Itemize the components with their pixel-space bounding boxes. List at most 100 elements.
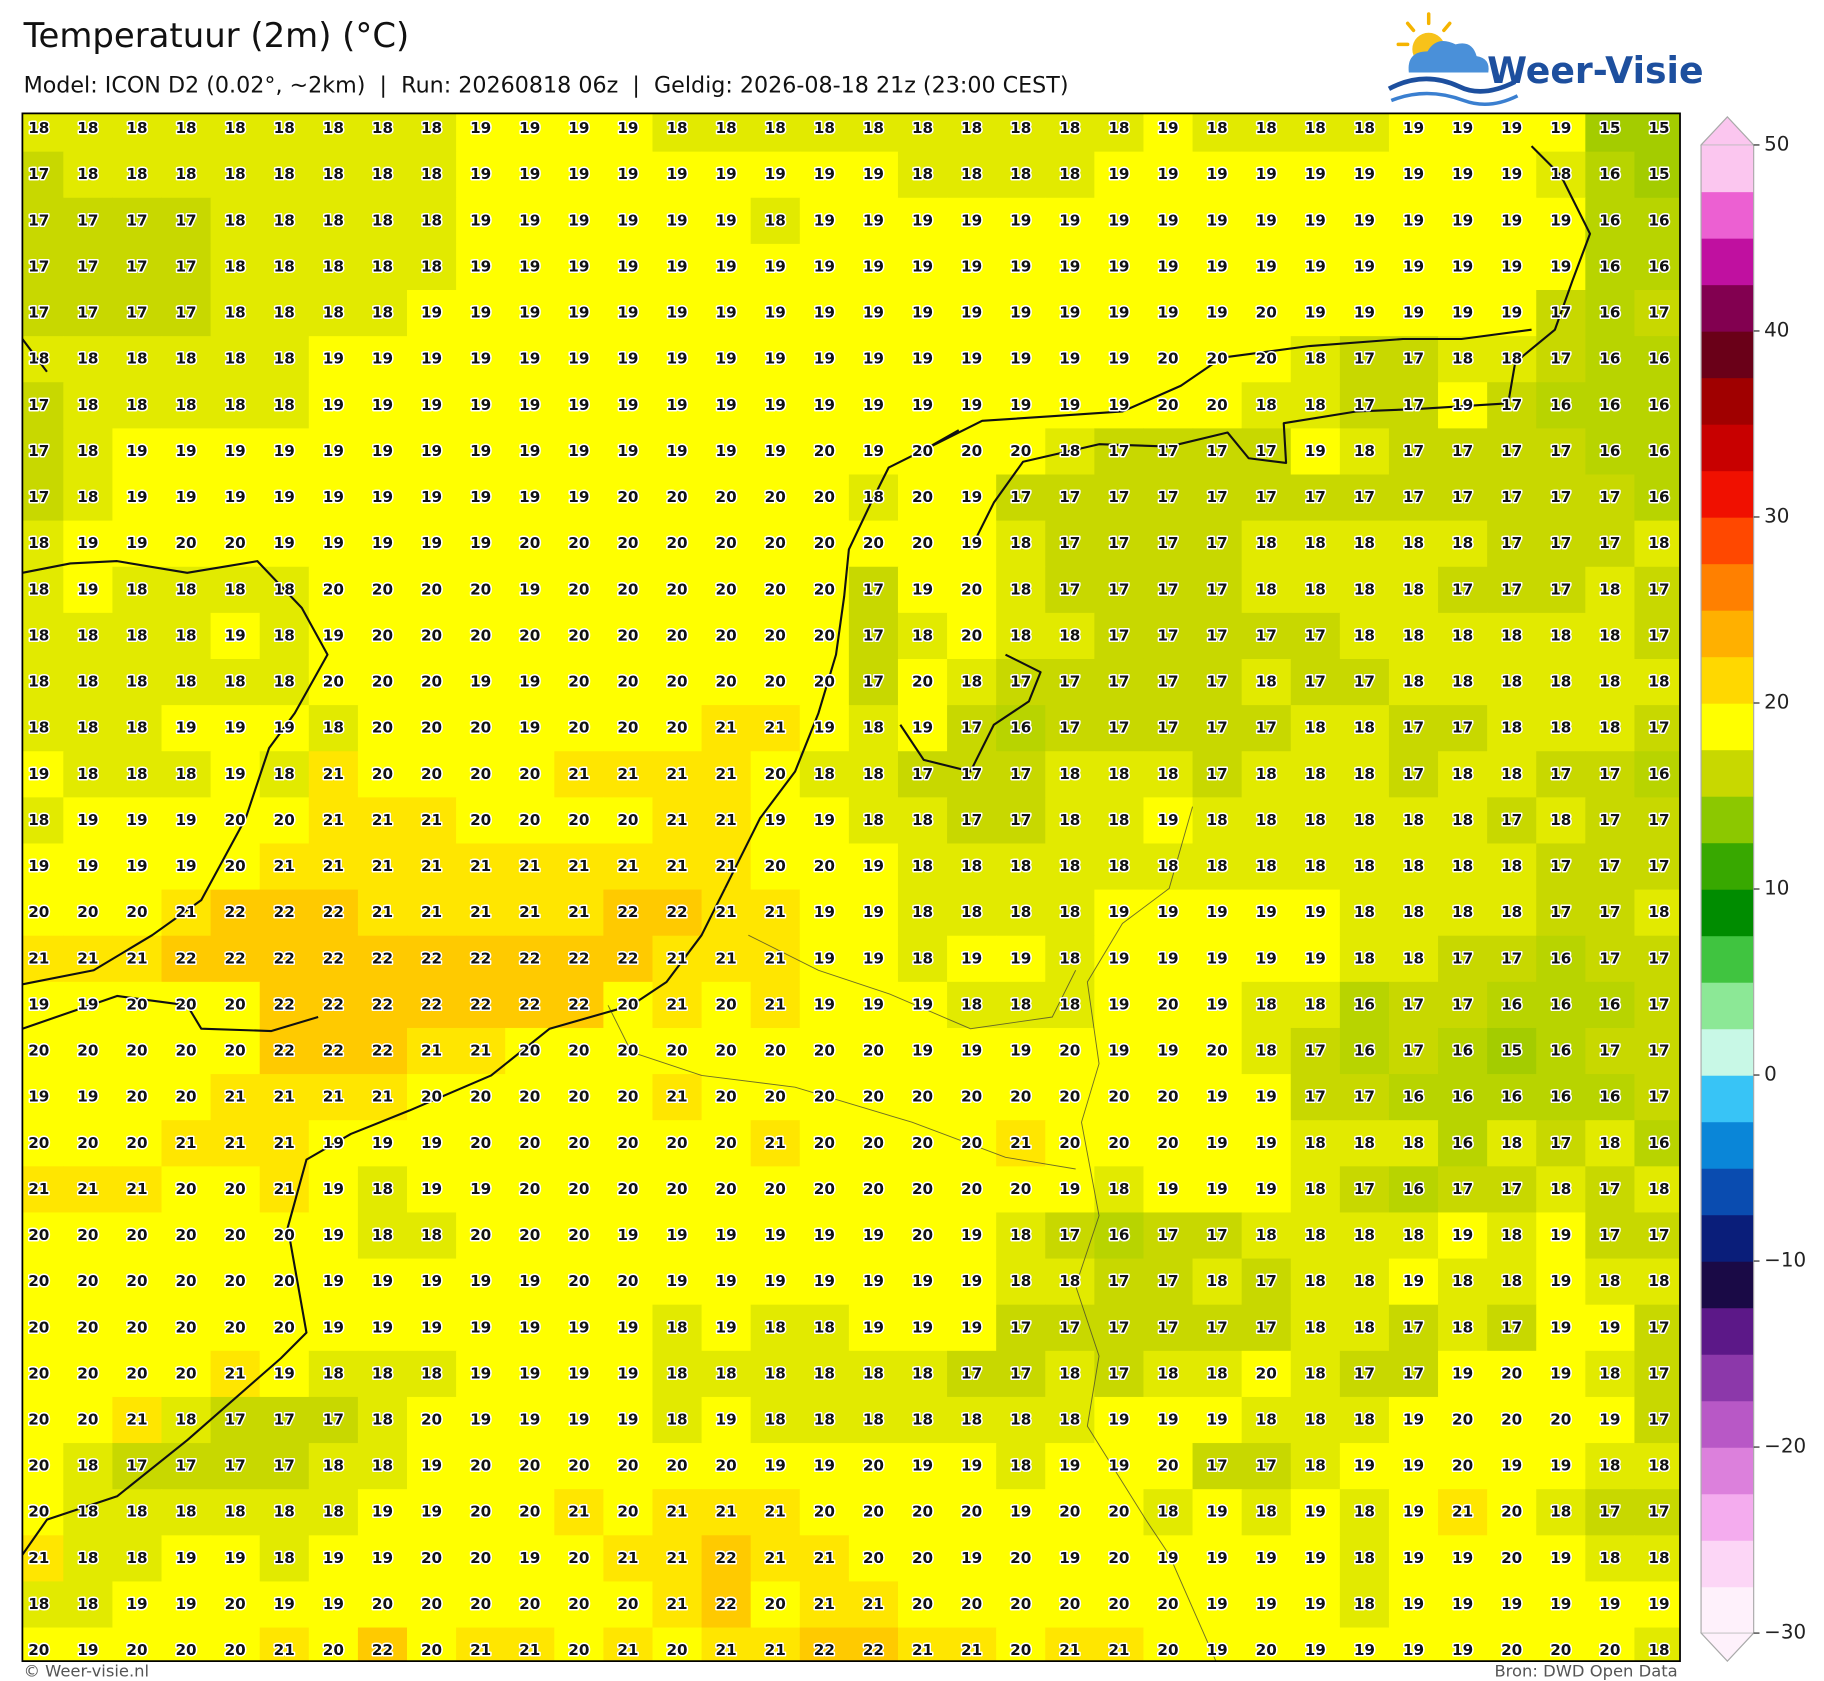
temperature-cell (1143, 981, 1194, 1029)
temperature-cell (1585, 889, 1636, 937)
temperature-label: 22 (225, 903, 246, 921)
temperature-cell (652, 113, 703, 153)
temperature-cell (996, 243, 1046, 291)
temperature-cell (505, 981, 555, 1029)
temperature-cell (1388, 981, 1439, 1029)
temperature-cell (603, 113, 654, 153)
temperature-label: 17 (1550, 765, 1571, 783)
temperature-label: 20 (77, 1272, 98, 1290)
temperature-label: 19 (814, 304, 835, 322)
temperature-cell (1339, 113, 1390, 153)
temperature-cell (357, 197, 408, 245)
temperature-label: 18 (77, 165, 98, 183)
temperature-cell (357, 705, 408, 752)
temperature-cell (161, 705, 212, 752)
temperature-label: 18 (175, 1503, 196, 1521)
temperature-label: 17 (1648, 1410, 1669, 1428)
temperature-label: 21 (519, 857, 540, 875)
temperature-cell (897, 1212, 948, 1260)
temperature-cell (1487, 520, 1537, 568)
temperature-label: 20 (470, 1134, 491, 1152)
temperature-cell (1585, 382, 1636, 429)
logo-wave (1390, 91, 1519, 107)
temperature-label: 18 (1010, 626, 1031, 644)
temperature-label: 18 (1010, 580, 1031, 598)
temperature-cell (554, 382, 604, 429)
temperature-label: 19 (1256, 165, 1277, 183)
temperature-cell (505, 1489, 555, 1536)
temperature-label: 21 (470, 1641, 491, 1659)
temperature-cell (456, 243, 506, 291)
temperature-label: 17 (1108, 488, 1129, 506)
colorbar-band (1701, 516, 1754, 565)
temperature-label: 19 (421, 1318, 442, 1336)
temperature-cell (1585, 474, 1636, 522)
temperature-label: 20 (470, 765, 491, 783)
temperature-cell (799, 889, 850, 937)
temperature-label: 18 (912, 1364, 933, 1382)
temperature-cell (947, 1212, 997, 1260)
temperature-label: 20 (519, 1457, 540, 1475)
temperature-label: 18 (912, 1410, 933, 1428)
temperature-cell (1192, 290, 1243, 337)
temperature-label: 20 (470, 1503, 491, 1521)
temperature-label: 20 (814, 1180, 835, 1198)
temperature-label: 19 (421, 1457, 442, 1475)
temperature-label: 19 (666, 1226, 687, 1244)
temperature-label: 19 (519, 673, 540, 691)
temperature-label: 18 (1157, 1364, 1178, 1382)
temperature-cell (406, 935, 457, 983)
temperature-label: 19 (470, 165, 491, 183)
temperature-cell (652, 1443, 703, 1490)
temperature-cell (1045, 1304, 1095, 1352)
temperature-label: 20 (1452, 1457, 1473, 1475)
temperature-cell (603, 1443, 654, 1490)
temperature-label: 19 (1305, 1595, 1326, 1613)
temperature-label: 19 (1403, 119, 1424, 137)
temperature-cell (112, 797, 163, 845)
temperature-label: 20 (175, 1088, 196, 1106)
temperature-cell (22, 1489, 64, 1536)
temperature-label: 18 (274, 304, 295, 322)
temperature-cell (652, 428, 703, 476)
temperature-label: 17 (1108, 719, 1129, 737)
temperature-cell (701, 1535, 752, 1583)
temperature-label: 17 (863, 673, 884, 691)
temperature-cell (456, 843, 506, 891)
temperature-label: 19 (1501, 257, 1522, 275)
temperature-label: 17 (1501, 580, 1522, 598)
temperature-label: 19 (519, 1410, 540, 1428)
temperature-cell (701, 1027, 752, 1075)
temperature-cell (1487, 197, 1537, 245)
temperature-cell (554, 1027, 604, 1075)
temperature-label: 20 (421, 1410, 442, 1428)
temperature-cell (1192, 1304, 1243, 1352)
temperature-cell (1339, 1258, 1390, 1306)
temperature-label: 19 (961, 304, 982, 322)
temperature-cell (406, 1396, 457, 1444)
temperature-label: 22 (666, 903, 687, 921)
temperature-label: 21 (666, 857, 687, 875)
temperature-cell (1045, 751, 1095, 798)
temperature-cell (1438, 566, 1488, 614)
temperature-label: 18 (912, 119, 933, 137)
temperature-label: 19 (1599, 1410, 1620, 1428)
temperature-cell (996, 1304, 1046, 1352)
temperature-label: 19 (1452, 211, 1473, 229)
temperature-label: 20 (568, 1457, 589, 1475)
temperature-label: 19 (568, 1364, 589, 1382)
temperature-label: 21 (372, 903, 393, 921)
temperature-label: 19 (814, 165, 835, 183)
temperature-cell (1634, 290, 1681, 337)
temperature-label: 19 (912, 257, 933, 275)
temperature-cell (1045, 658, 1095, 706)
temperature-cell (1339, 197, 1390, 245)
temperature-cell (63, 751, 113, 798)
temperature-label: 20 (519, 765, 540, 783)
temperature-label: 17 (961, 1364, 982, 1382)
temperature-cell (652, 612, 703, 660)
temperature-cell (22, 1120, 64, 1167)
temperature-cell (161, 1166, 212, 1214)
temperature-cell (1143, 474, 1194, 522)
temperature-cell (1487, 1304, 1537, 1352)
